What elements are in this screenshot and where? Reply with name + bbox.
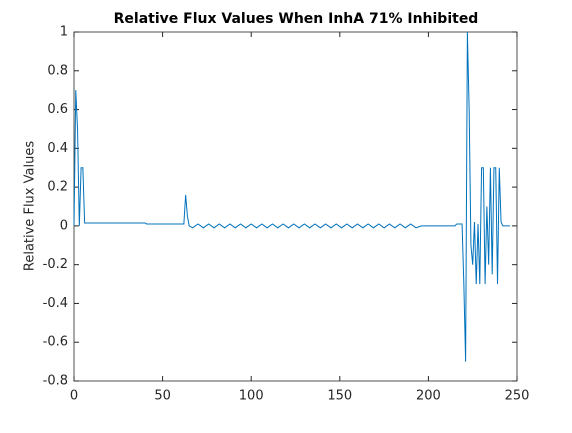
x-tick-label: 100 xyxy=(239,389,264,404)
y-tick-label: -0.2 xyxy=(43,257,68,272)
y-tick-label: 1 xyxy=(60,25,68,40)
y-tick-label: 0.6 xyxy=(47,102,68,117)
y-tick-label: 0.4 xyxy=(47,141,68,156)
y-tick-label: -0.6 xyxy=(43,335,68,350)
line-series xyxy=(73,31,510,362)
x-tick-label: 200 xyxy=(416,389,441,404)
y-tick-label: -0.8 xyxy=(43,374,68,389)
y-tick-label: 0 xyxy=(60,218,68,233)
x-tick-label: 0 xyxy=(70,389,78,404)
chart-title: Relative Flux Values When InhA 71% Inhib… xyxy=(114,11,479,27)
x-tick-label: 150 xyxy=(327,389,352,404)
plot-area xyxy=(73,31,518,382)
y-tick-label: 0.2 xyxy=(47,180,68,195)
y-tick-label: 0.8 xyxy=(47,63,68,78)
y-tick-label: -0.4 xyxy=(43,296,68,311)
x-tick-label: 50 xyxy=(154,389,171,404)
x-tick-label: 250 xyxy=(505,389,530,404)
y-axis-label: Relative Flux Values xyxy=(23,141,38,271)
